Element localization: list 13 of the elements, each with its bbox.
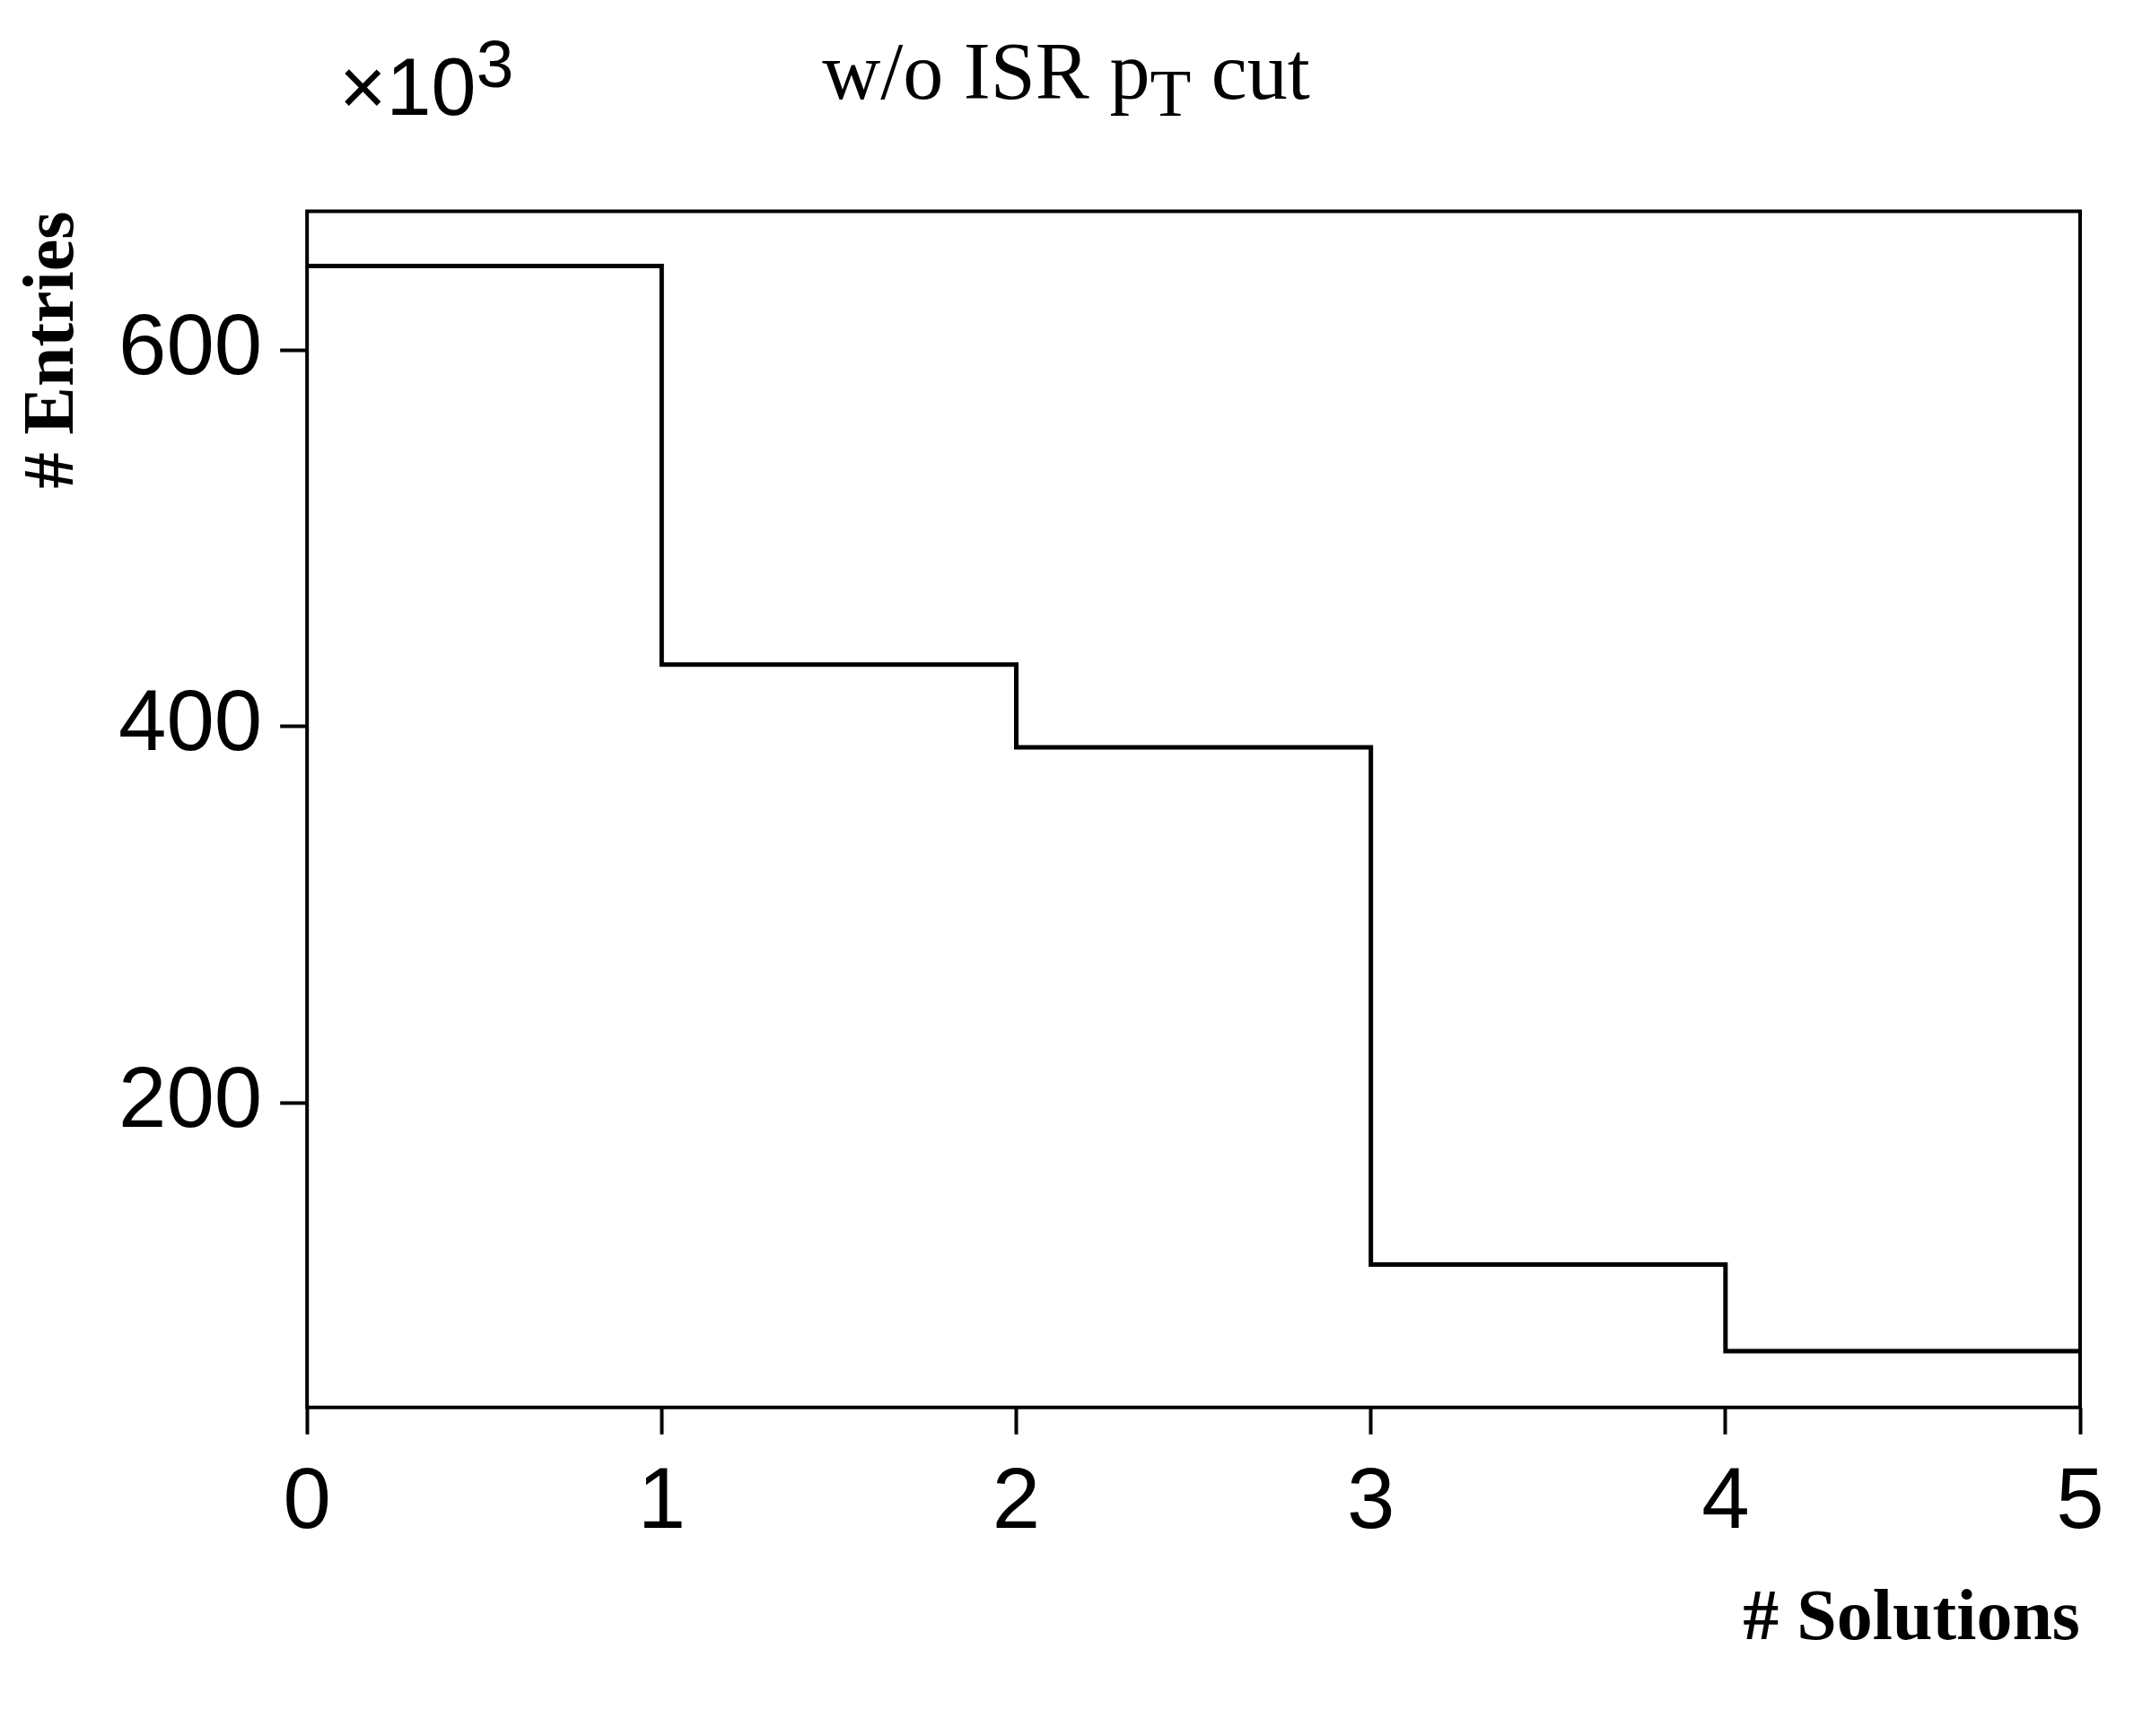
x-axis-title: # Solutions	[1743, 1575, 2080, 1654]
x-tick-label: 3	[1346, 1449, 1395, 1546]
chart-title: w/o ISR p$_{T}$ cut	[822, 27, 1310, 130]
x-tick-label: 4	[1701, 1449, 1750, 1546]
y-axis-title: # Entries	[8, 211, 88, 489]
x-tick-label: 1	[637, 1449, 686, 1546]
x-tick-label: 0	[283, 1449, 331, 1546]
y-tick-label: 400	[118, 672, 263, 769]
x-tick-label: 5	[2056, 1449, 2104, 1546]
y-tick-label: 200	[118, 1048, 263, 1145]
x-tick-label: 2	[992, 1449, 1041, 1546]
y-tick-label: 600	[118, 296, 263, 393]
text: ×10$^{3}$	[339, 25, 514, 134]
